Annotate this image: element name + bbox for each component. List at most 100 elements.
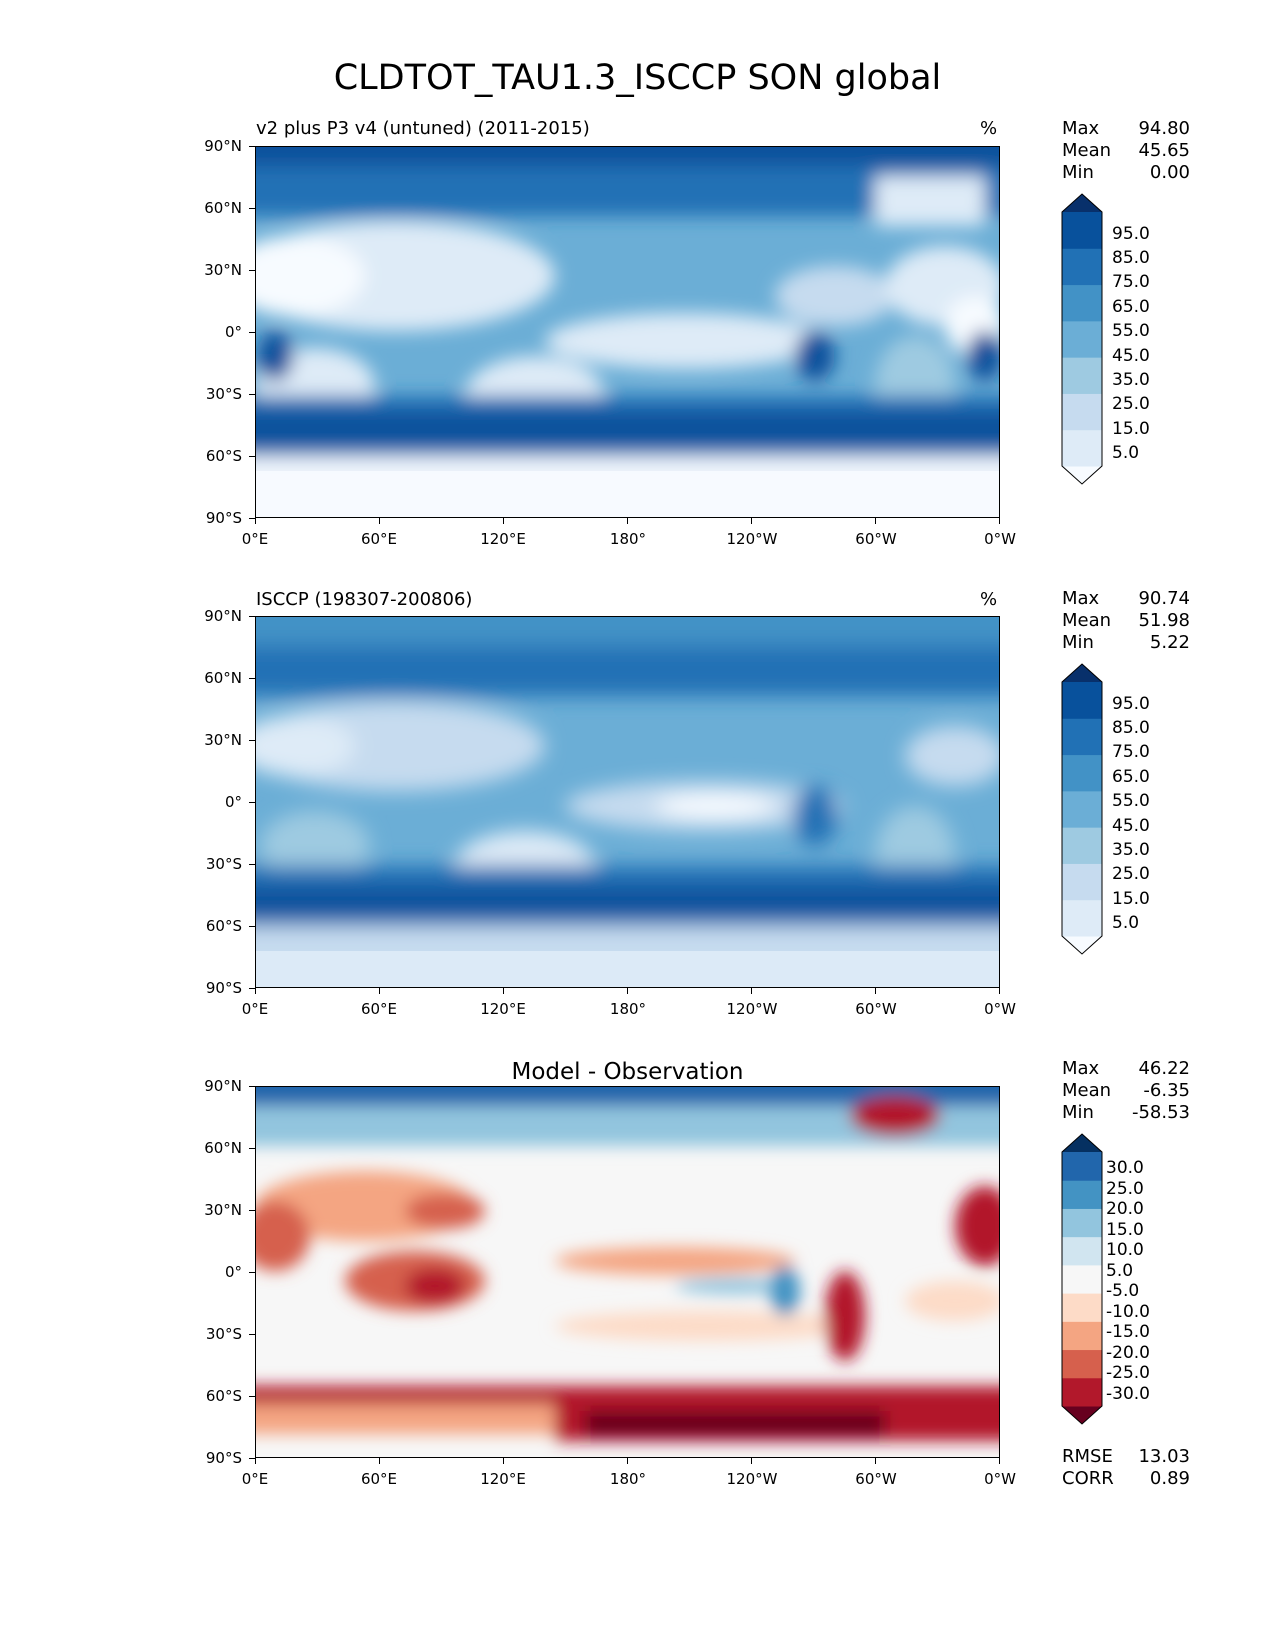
lon-label: 120°E: [480, 530, 526, 548]
lon-tick: [255, 518, 256, 524]
lon-label: 120°W: [726, 1470, 778, 1488]
lon-label: 180°: [609, 1000, 647, 1018]
lon-label: 60°E: [360, 1470, 398, 1488]
lon-label: 120°W: [726, 530, 778, 548]
colorbar-segment: [1062, 1293, 1102, 1322]
stat-value: 51.98: [1138, 610, 1190, 631]
colorbar-segment: [1062, 1321, 1102, 1351]
lat-tick: [249, 926, 255, 927]
map-observation-field: [255, 616, 1000, 988]
lon-tick: [379, 988, 380, 994]
stat-value: 5.22: [1149, 632, 1190, 653]
colorbar-segment: [1062, 790, 1102, 828]
colorbar-label: -20.0: [1106, 1343, 1150, 1363]
stats-block: Max 46.22 Mean -6.35 Min -58.53: [1062, 1058, 1190, 1124]
colorbar-label: 15.0: [1106, 1220, 1144, 1240]
lon-tick: [503, 988, 504, 994]
lat-label: 90°N: [204, 1077, 242, 1095]
colorbar-label: 95.0: [1112, 224, 1150, 244]
colorbar-segment: [1062, 1208, 1102, 1238]
colorbar-extend-low: [1062, 936, 1102, 954]
lat-label: 90°N: [204, 607, 242, 625]
lon-tick: [255, 1458, 256, 1464]
stat-label: Mean: [1062, 140, 1112, 161]
colorbar-label: 55.0: [1112, 791, 1150, 811]
colorbar-extend-high: [1062, 664, 1102, 682]
colorbar-outline: [1061, 193, 1103, 485]
lon-label: 0°E: [241, 530, 269, 548]
lon-tick: [627, 518, 628, 524]
lat-label: 90°S: [205, 1449, 242, 1467]
colorbar-label: 25.0: [1112, 394, 1150, 414]
colorbar-label: 45.0: [1112, 816, 1150, 836]
colorbar-outline: [1061, 663, 1103, 955]
rmse-corr-block: RMSE 13.03 CORR 0.89: [1062, 1446, 1190, 1490]
stat-label: Min: [1062, 162, 1094, 183]
colorbar-extend-high: [1062, 1134, 1102, 1152]
lat-tick: [249, 1272, 255, 1273]
lon-tick: [503, 1458, 504, 1464]
lat-tick: [249, 394, 255, 395]
lat-tick: [249, 802, 255, 803]
lat-label: 90°S: [205, 979, 242, 997]
lon-tick: [379, 1458, 380, 1464]
lon-tick: [875, 988, 876, 994]
colorbar-segment: [1062, 682, 1102, 719]
lat-tick: [249, 678, 255, 679]
lon-tick: [999, 1458, 1000, 1464]
stat-value: 46.22: [1138, 1058, 1190, 1079]
colorbar-label: 45.0: [1112, 346, 1150, 366]
stat-value: -58.53: [1131, 1102, 1190, 1123]
colorbar-segment: [1062, 284, 1102, 322]
colorbar-label: 65.0: [1112, 297, 1150, 317]
colorbar-label: 85.0: [1112, 248, 1150, 268]
stats-block: Max 94.80 Mean 45.65 Min 0.00: [1062, 118, 1190, 184]
lon-tick: [255, 988, 256, 994]
colorbar: [1061, 663, 1103, 955]
colorbar-segment: [1062, 320, 1102, 358]
lon-tick: [751, 988, 752, 994]
lon-tick: [875, 1458, 876, 1464]
panel-title: ISCCP (198307-200806): [256, 589, 473, 610]
colorbar-label: 20.0: [1106, 1199, 1144, 1219]
colorbar-label: 25.0: [1106, 1179, 1144, 1199]
colorbar-label: 5.0: [1106, 1261, 1134, 1281]
colorbar-outline: [1061, 1133, 1103, 1425]
colorbar-label: -30.0: [1106, 1384, 1150, 1404]
lat-tick: [249, 146, 255, 147]
lon-label: 60°E: [360, 530, 398, 548]
lon-tick: [751, 1458, 752, 1464]
lon-tick: [751, 518, 752, 524]
colorbar-label: -15.0: [1106, 1322, 1150, 1342]
lat-label: 30°N: [204, 731, 242, 749]
lat-label: 90°N: [204, 137, 242, 155]
stat-value: 0.00: [1149, 162, 1190, 183]
lat-label: 90°S: [205, 509, 242, 527]
colorbar: [1061, 1133, 1103, 1425]
colorbar-label: 55.0: [1112, 321, 1150, 341]
lat-tick: [249, 456, 255, 457]
colorbar-label: -5.0: [1106, 1281, 1140, 1301]
colorbar-segment: [1062, 718, 1102, 756]
colorbar-label: 75.0: [1112, 272, 1150, 292]
lon-label: 0°E: [241, 1000, 269, 1018]
colorbar-label: 10.0: [1106, 1240, 1144, 1260]
stat-value: 94.80: [1138, 118, 1190, 139]
lon-label: 120°W: [726, 1000, 778, 1018]
lon-label: 120°E: [480, 1000, 526, 1018]
map-difference: [255, 1086, 1000, 1458]
lat-label: 30°N: [204, 1201, 242, 1219]
stat-value: 13.03: [1138, 1446, 1190, 1467]
colorbar-label: 35.0: [1112, 840, 1150, 860]
lon-label: 0°W: [984, 1000, 1016, 1018]
colorbar-label: 75.0: [1112, 742, 1150, 762]
lon-label: 0°W: [984, 1470, 1016, 1488]
lon-label: 180°: [609, 1470, 647, 1488]
map-model-field: [255, 146, 1000, 518]
lat-label: 60°N: [204, 669, 242, 687]
lat-tick: [249, 864, 255, 865]
lon-label: 0°W: [984, 530, 1016, 548]
panel-model: v2 plus P3 v4 (untuned) (2011-2015) %: [0, 0, 1275, 548]
lon-tick: [999, 988, 1000, 994]
colorbar-segment: [1062, 248, 1102, 286]
